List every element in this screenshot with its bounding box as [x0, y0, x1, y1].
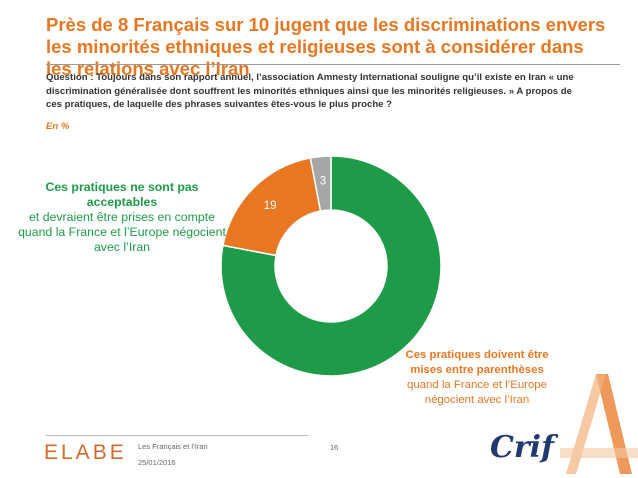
- slice-put-aside-value: 19: [264, 200, 277, 212]
- page-title: Près de 8 Français sur 10 jugent que les…: [46, 14, 606, 79]
- slice-other-value: 3: [320, 175, 326, 187]
- slice-not-acceptable: [220, 155, 442, 377]
- label-not-acceptable: Ces pratiques ne sont pas acceptables et…: [14, 180, 230, 255]
- label-not-acceptable-text: et devraient être prises en compte quand…: [18, 210, 226, 254]
- footer-date: 25/01/2016: [138, 458, 176, 467]
- label-put-aside: Ces pratiques doivent être mises entre p…: [392, 348, 562, 408]
- label-put-aside-text: quand la France et l’Europe négocient av…: [407, 379, 547, 406]
- title-divider: [46, 64, 620, 65]
- crif-logo: Crif: [490, 430, 554, 465]
- label-not-acceptable-bold: Ces pratiques ne sont pas acceptables: [45, 180, 199, 209]
- page-number: 16: [330, 443, 339, 452]
- unit-note: En %: [46, 121, 70, 132]
- brand-decoration-icon: [560, 374, 638, 474]
- survey-question: Question : Toujours dans son rapport ann…: [46, 72, 574, 110]
- footer-source: Les Français et l’Iran: [138, 442, 208, 451]
- elabe-logo: ELABE: [44, 441, 127, 464]
- label-put-aside-bold: Ces pratiques doivent être mises entre p…: [405, 349, 549, 376]
- footer-divider: [46, 435, 308, 436]
- slice-put-aside: [222, 157, 322, 257]
- slice-other: [309, 155, 332, 212]
